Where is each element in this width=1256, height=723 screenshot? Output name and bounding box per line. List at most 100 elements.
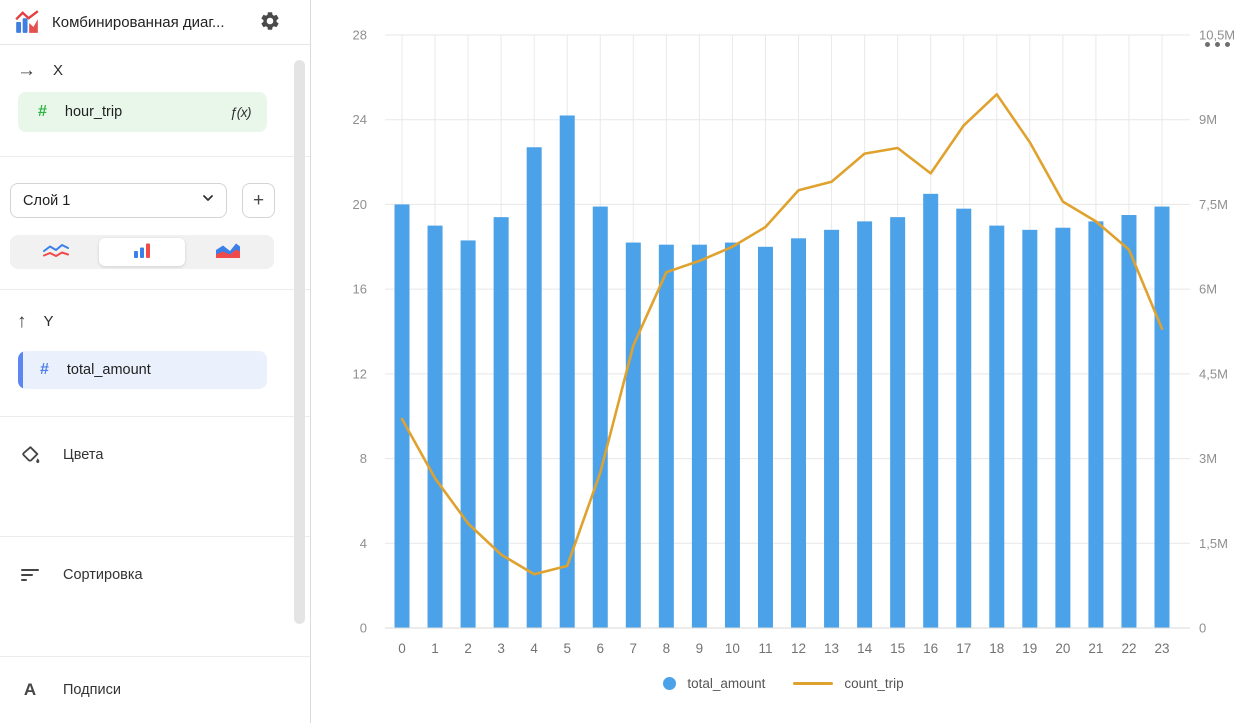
number-field-icon: # <box>40 361 49 378</box>
chart-more-menu-button[interactable] <box>1205 42 1230 47</box>
colors-label: Цвета <box>63 447 104 463</box>
svg-text:13: 13 <box>824 641 839 656</box>
sidebar: Комбинированная диаг... → X # hour_trip … <box>0 0 311 723</box>
svg-text:21: 21 <box>1088 641 1103 656</box>
legend-label: total_amount <box>687 676 766 691</box>
svg-text:9M: 9M <box>1199 112 1217 127</box>
svg-text:20: 20 <box>1055 641 1070 656</box>
x-axis-label: X <box>53 62 64 79</box>
bar[interactable] <box>526 147 542 628</box>
colors-section: Цвета <box>0 417 310 537</box>
bar[interactable] <box>989 225 1005 628</box>
arrow-up-icon: ↑ <box>17 311 27 332</box>
bar[interactable] <box>1088 221 1104 628</box>
colors-menu-item[interactable]: Цвета <box>0 417 310 467</box>
chart-type-bar[interactable] <box>99 238 185 266</box>
bar[interactable] <box>592 206 608 628</box>
bar[interactable] <box>691 244 707 629</box>
bar[interactable] <box>1022 229 1038 629</box>
bar[interactable] <box>890 217 906 628</box>
legend-item-total-amount[interactable]: total_amount <box>663 676 765 691</box>
layer-select-value: Слой 1 <box>23 192 71 209</box>
chart-type-line[interactable] <box>13 238 99 266</box>
svg-text:3: 3 <box>497 641 505 656</box>
chart-area: 0 4 8 12 16 20 24 28 0 1,5M 3M 4,5M 6M 7,5M 9M 10,5M 0 1 2… <box>311 0 1256 723</box>
combo-chart-logo-icon <box>14 9 40 35</box>
sidebar-scrollbar[interactable] <box>294 60 305 624</box>
svg-text:17: 17 <box>956 641 971 656</box>
legend-label: count_trip <box>844 676 904 691</box>
sorting-label: Сортировка <box>63 567 143 583</box>
svg-text:18: 18 <box>989 641 1004 656</box>
svg-text:2: 2 <box>464 641 472 656</box>
bar[interactable] <box>923 193 939 628</box>
sidebar-header: Комбинированная диаг... <box>0 0 310 45</box>
bar[interactable] <box>427 225 443 628</box>
field-accent-bar <box>18 351 23 389</box>
bar[interactable] <box>1154 206 1170 628</box>
bar[interactable] <box>791 238 807 629</box>
left-axis-labels: 0 4 8 12 16 20 24 28 <box>353 28 367 636</box>
line[interactable] <box>400 93 1164 576</box>
svg-text:5: 5 <box>563 641 571 656</box>
field-chip-hour-trip[interactable]: # hour_trip ƒ(x) <box>18 92 267 132</box>
field-name: total_amount <box>66 362 151 378</box>
chart-legend: total_amount count_trip <box>311 676 1256 691</box>
labels-section: A Подписи <box>0 657 310 722</box>
bar[interactable] <box>394 204 410 628</box>
line-series-count_trip[interactable] <box>400 93 1164 576</box>
bar[interactable] <box>956 208 972 628</box>
x-axis-labels: 0 1 2 3 4 5 6 7 8 9 10 11 12 13 14 15 16 17 18 19 20 21 22 23 <box>398 641 1169 656</box>
y-axis-header: ↑ Y <box>0 290 310 331</box>
bar[interactable] <box>824 229 840 629</box>
svg-text:19: 19 <box>1022 641 1037 656</box>
svg-text:24: 24 <box>353 112 367 127</box>
svg-text:16: 16 <box>353 282 367 297</box>
bar[interactable] <box>460 240 476 629</box>
svg-text:12: 12 <box>791 641 806 656</box>
svg-text:15: 15 <box>890 641 905 656</box>
labels-menu-item[interactable]: A Подписи <box>0 657 310 702</box>
field-name: hour_trip <box>64 104 123 120</box>
y-axis-section: ↑ Y # total_amount <box>0 290 310 417</box>
bar[interactable] <box>625 242 641 629</box>
chart-type-switcher <box>10 235 274 269</box>
bar[interactable] <box>724 242 740 629</box>
layer-select[interactable]: Слой 1 <box>10 183 227 218</box>
ellipsis-dot <box>1225 42 1230 47</box>
formula-icon[interactable]: ƒ(x) <box>229 104 252 120</box>
right-axis-labels: 0 1,5M 3M 4,5M 6M 7,5M 9M 10,5M <box>1199 28 1235 636</box>
labels-label: Подписи <box>63 682 121 698</box>
x-axis-header: → X <box>0 45 310 80</box>
svg-text:23: 23 <box>1154 641 1169 656</box>
svg-text:11: 11 <box>758 641 772 656</box>
svg-text:28: 28 <box>353 28 367 43</box>
chart-type-area[interactable] <box>185 238 271 266</box>
bar[interactable] <box>1121 215 1137 628</box>
y-axis-label: Y <box>43 313 54 330</box>
settings-button[interactable] <box>256 8 284 36</box>
bar[interactable] <box>757 246 773 629</box>
chevron-down-icon <box>200 190 216 211</box>
bar[interactable] <box>493 217 509 628</box>
ellipsis-dot <box>1215 42 1220 47</box>
add-layer-button[interactable]: + <box>242 183 275 218</box>
svg-text:20: 20 <box>353 197 367 212</box>
bar[interactable] <box>857 221 873 628</box>
bar[interactable] <box>1055 227 1071 628</box>
legend-item-count-trip[interactable]: count_trip <box>793 676 904 691</box>
bar-series-total_amount[interactable] <box>394 115 1170 629</box>
svg-text:8: 8 <box>360 451 367 466</box>
horizontal-gridlines <box>385 34 1190 544</box>
legend-line-marker <box>793 682 834 685</box>
sorting-menu-item[interactable]: Сортировка <box>0 537 310 587</box>
svg-text:4,5M: 4,5M <box>1199 366 1228 381</box>
field-chip-total-amount[interactable]: # total_amount <box>18 351 267 389</box>
svg-text:10: 10 <box>725 641 740 656</box>
sorting-section: Сортировка <box>0 537 310 657</box>
gear-icon <box>259 10 281 35</box>
bar[interactable] <box>559 115 575 628</box>
bar[interactable] <box>658 244 674 629</box>
svg-text:7,5M: 7,5M <box>1199 197 1228 212</box>
